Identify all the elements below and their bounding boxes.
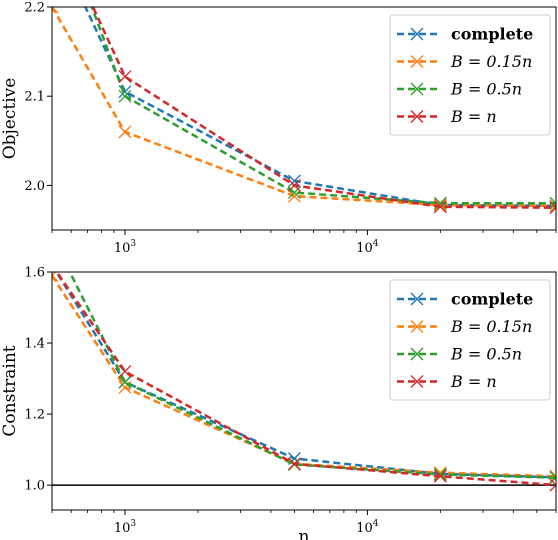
y-tick-label: 1.0 bbox=[24, 479, 45, 494]
legend-box bbox=[389, 14, 551, 136]
legend-label: B = 0.15n bbox=[450, 317, 532, 336]
legend-label: B = n bbox=[450, 372, 497, 391]
legend-box bbox=[389, 279, 551, 401]
data-point bbox=[118, 375, 132, 389]
legend-label: B = n bbox=[450, 107, 497, 126]
axes-frame bbox=[51, 6, 557, 231]
data-point bbox=[433, 198, 447, 212]
x-axis-label: n bbox=[299, 527, 310, 540]
y-axis-label: Objective bbox=[0, 78, 20, 160]
data-point bbox=[433, 200, 447, 214]
data-point bbox=[433, 469, 447, 483]
legend: complete B = 0.15n B = 0.5n B = n bbox=[389, 14, 551, 136]
panel-constraint: 103 104 1.0 1.2 1.4 1.6 Constraint n complete B =… bbox=[0, 259, 557, 540]
data-point bbox=[549, 201, 556, 215]
data-point bbox=[46, 259, 58, 271]
data-point bbox=[118, 70, 132, 84]
y-tick-label: 2.2 bbox=[24, 1, 45, 16]
panel-objective: 103 104 2.0 2.1 2.2 Objective complete B = 0.15… bbox=[0, 1, 557, 256]
legend-entry: B = 0.15n bbox=[397, 317, 532, 336]
x-tick-label: 103 bbox=[114, 519, 137, 536]
series-line-b-05n bbox=[90, 7, 556, 205]
legend-entry: B = 0.15n bbox=[397, 52, 532, 71]
legend-label: complete bbox=[451, 25, 533, 44]
legend-entry: B = 0.5n bbox=[397, 345, 522, 364]
legend-entry: complete bbox=[397, 25, 533, 44]
data-point bbox=[46, 259, 58, 271]
legend-entry: B = n bbox=[397, 107, 497, 126]
data-point bbox=[549, 199, 556, 213]
x-tick-label: 104 bbox=[356, 239, 379, 256]
y-tick-label: 2.1 bbox=[24, 90, 45, 105]
y-tick-label: 1.4 bbox=[24, 337, 45, 352]
y-tick-label: 2.0 bbox=[24, 179, 45, 194]
legend-entry: B = n bbox=[397, 372, 497, 391]
plot-area bbox=[46, 259, 556, 492]
legend: complete B = 0.15n B = 0.5n B = n bbox=[389, 279, 551, 401]
legend-entry: B = 0.5n bbox=[397, 80, 522, 99]
data-point bbox=[118, 365, 132, 378]
y-tick-label: 1.2 bbox=[24, 408, 45, 423]
legend-label: complete bbox=[451, 290, 533, 309]
y-axis-label: Constraint bbox=[0, 345, 20, 436]
axes-frame bbox=[51, 271, 557, 511]
x-tick-label: 104 bbox=[356, 519, 379, 536]
legend-label: B = 0.15n bbox=[450, 52, 532, 71]
legend-label: B = 0.5n bbox=[450, 80, 522, 99]
data-point bbox=[433, 468, 447, 481]
y-tick-label: 1.6 bbox=[24, 266, 45, 281]
data-point bbox=[118, 89, 132, 103]
data-point bbox=[549, 478, 556, 492]
plot-area bbox=[52, 7, 556, 215]
x-tick-label: 103 bbox=[114, 239, 137, 256]
legend-label: B = 0.5n bbox=[450, 345, 522, 364]
data-point bbox=[287, 178, 301, 192]
data-point bbox=[287, 457, 301, 471]
data-point bbox=[52, 7, 59, 14]
data-point bbox=[118, 125, 132, 139]
legend-entry: complete bbox=[397, 290, 533, 309]
data-point bbox=[549, 196, 556, 210]
data-point bbox=[52, 272, 59, 283]
